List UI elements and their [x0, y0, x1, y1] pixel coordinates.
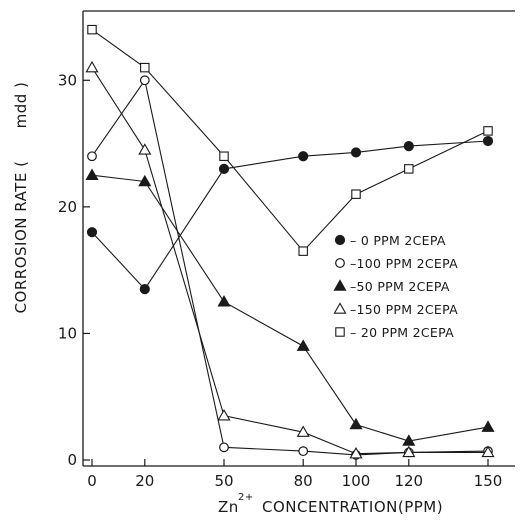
data-point-150-ppm-2cepa	[85, 60, 99, 73]
plot-frame	[82, 10, 515, 467]
legend-label-100-ppm-2cepa: –100 PPM 2CEPA	[350, 256, 458, 271]
data-point-0-ppm-2cepa	[350, 147, 362, 158]
data-point-150-ppm-2cepa	[402, 445, 416, 458]
y-axis-title-unit: mdd )	[12, 82, 30, 129]
legend-item-0-ppm-2cepa: – 0 PPM 2CEPA	[334, 233, 446, 248]
y-tick-label: 30	[58, 71, 77, 89]
legend-item-150-ppm-2cepa: –150 PPM 2CEPA	[333, 302, 458, 317]
data-point-50-ppm-2cepa	[402, 434, 416, 446]
x-axis-title-superscript: 2+	[238, 492, 254, 503]
data-point-150-ppm-2cepa	[217, 408, 231, 421]
data-point-100-ppm-2cepa	[219, 442, 229, 453]
data-point-20-ppm-2cepa	[87, 24, 97, 35]
series-150-ppm-2cepa	[85, 60, 495, 459]
legend-item-100-ppm-2cepa: –100 PPM 2CEPA	[335, 256, 458, 271]
data-point-150-ppm-2cepa	[349, 446, 363, 459]
x-tick-label: 120	[394, 472, 423, 490]
data-point-20-ppm-2cepa	[351, 189, 361, 199]
y-tick-label: 20	[58, 198, 77, 216]
x-tick-label: 0	[87, 472, 97, 490]
x-tick-label: 100	[342, 472, 371, 490]
legend-marker-150-ppm-2cepa	[333, 302, 347, 314]
data-point-0-ppm-2cepa	[139, 284, 150, 295]
x-tick-label: 50	[214, 472, 233, 490]
data-point-0-ppm-2cepa	[298, 151, 309, 162]
data-point-20-ppm-2cepa	[298, 246, 308, 256]
data-point-0-ppm-2cepa	[482, 135, 494, 147]
y-tick-label: 0	[67, 451, 77, 469]
series-layer	[85, 24, 495, 460]
data-point-150-ppm-2cepa	[481, 445, 495, 458]
x-tick-label: 80	[294, 472, 313, 490]
series-20-ppm-2cepa	[87, 24, 493, 256]
data-point-20-ppm-2cepa	[140, 62, 150, 73]
data-point-50-ppm-2cepa	[85, 168, 99, 180]
data-point-50-ppm-2cepa	[217, 295, 231, 307]
data-point-50-ppm-2cepa	[138, 174, 152, 187]
data-point-100-ppm-2cepa	[298, 446, 309, 457]
x-tick-label: 150	[474, 472, 503, 490]
data-point-50-ppm-2cepa	[481, 420, 495, 432]
data-point-150-ppm-2cepa	[296, 425, 310, 437]
legend-label-20-ppm-2cepa: – 20 PPM 2CEPA	[350, 325, 454, 340]
x-axis-title: Zn 2+ CONCENTRATION(PPM)	[218, 492, 443, 516]
legend: – 0 PPM 2CEPA –100 PPM 2CEPA –50 PPM 2CEPA…	[333, 233, 458, 340]
x-axis-title-rest: CONCENTRATION(PPM)	[262, 498, 443, 516]
legend-marker-20-ppm-2cepa	[335, 327, 345, 337]
x-tick-label: 20	[135, 472, 154, 490]
legend-marker-0-ppm-2cepa	[334, 234, 346, 246]
data-point-0-ppm-2cepa	[218, 163, 230, 174]
y-axis-title: CORROSION RATE ( mdd )	[12, 82, 30, 314]
legend-marker-100-ppm-2cepa	[335, 258, 345, 268]
legend-item-50-ppm-2cepa: –50 PPM 2CEPA	[333, 279, 450, 294]
data-point-20-ppm-2cepa	[404, 164, 414, 174]
data-point-0-ppm-2cepa	[403, 141, 414, 152]
data-point-50-ppm-2cepa	[349, 417, 363, 430]
legend-label-150-ppm-2cepa: –150 PPM 2CEPA	[350, 302, 458, 317]
data-point-20-ppm-2cepa	[483, 126, 493, 136]
series-line-20-ppm-2cepa	[91, 29, 489, 253]
legend-label-50-ppm-2cepa: –50 PPM 2CEPA	[350, 279, 450, 294]
data-point-100-ppm-2cepa	[87, 151, 97, 162]
x-ticks: 0 20 50 80 100 120 150	[87, 459, 502, 490]
series-0-ppm-2cepa	[86, 135, 494, 295]
y-tick-label: 10	[58, 324, 77, 342]
data-point-20-ppm-2cepa	[219, 151, 229, 161]
data-point-150-ppm-2cepa	[138, 143, 152, 155]
legend-label-0-ppm-2cepa: – 0 PPM 2CEPA	[350, 233, 446, 248]
data-point-100-ppm-2cepa	[139, 75, 150, 86]
data-point-0-ppm-2cepa	[86, 227, 98, 238]
data-point-50-ppm-2cepa	[296, 339, 310, 351]
legend-marker-50-ppm-2cepa	[333, 279, 347, 291]
y-axis-title-main: CORROSION RATE (	[12, 161, 30, 314]
series-50-ppm-2cepa	[85, 168, 495, 446]
y-ticks: 0 10 20 30	[58, 71, 90, 469]
x-axis-title-prefix: Zn	[218, 498, 239, 516]
legend-item-20-ppm-2cepa: – 20 PPM 2CEPA	[335, 325, 454, 340]
